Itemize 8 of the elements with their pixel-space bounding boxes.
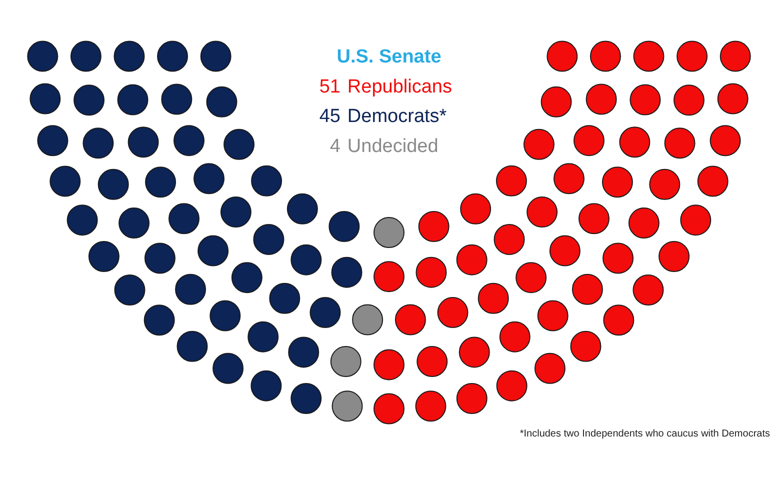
text: U.S. Senate <box>336 46 442 68</box>
data-label: 51 <box>319 76 341 98</box>
category-label: Democrats* <box>347 106 448 128</box>
category-label: Republicans <box>347 76 452 98</box>
data-label: 45 <box>319 106 341 128</box>
data-label: 4 <box>330 136 341 158</box>
text: *Includes two Independents who caucus with Democrats <box>520 428 770 440</box>
category-label: Undecided <box>347 136 438 158</box>
